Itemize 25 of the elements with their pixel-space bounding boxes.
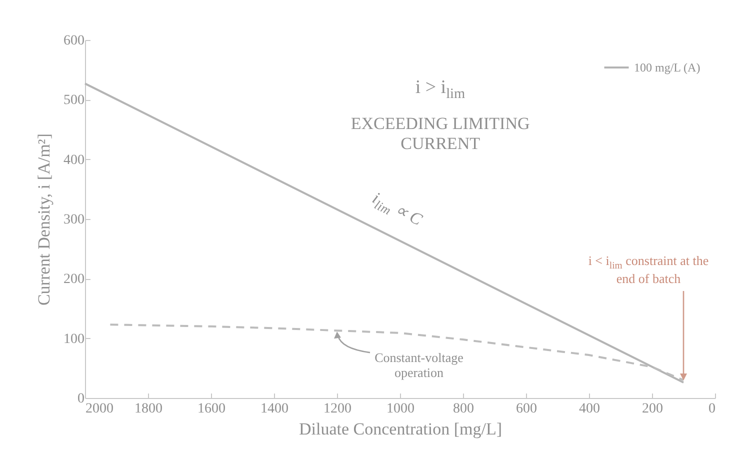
annotation: i < i$_{lim}$ constraint at the end of batch [587,252,710,287]
legend-label: 100 mg/L (A) [634,60,700,74]
y-tick-label: 100 [64,332,84,347]
y-tick-label: 200 [64,272,84,288]
x-tick-label: 1600 [198,402,226,416]
x-tick-label: 0 [708,402,716,416]
annotation: EXCEEDING LIMITING CURRENT [350,114,531,154]
y-tick-label: 500 [64,93,84,108]
x-tick-label: 1200 [324,402,352,416]
x-tick-label: 1800 [134,402,162,416]
x-tick-label: 1000 [386,402,414,416]
y-tick-label: 0 [78,392,84,406]
y-tick-label: 400 [64,152,84,168]
x-tick-label: 800 [453,402,474,416]
x-tick-label: 200 [642,402,663,416]
y-axis-title: Current Density, i [A/m²] [34,133,54,306]
x-tick-label: 1400 [260,402,288,416]
x-tick-label: 600 [516,402,537,416]
annotation: Constant-voltage operation [374,350,464,380]
annotation: i > i$_{lim}$ [415,77,466,102]
x-tick-label: 400 [579,402,600,416]
y-tick-label: 600 [64,34,84,48]
x-axis-title: Diluate Concentration [mg/L] [299,420,502,438]
y-tick-label: 300 [64,212,84,228]
x-tick-label: 2000 [86,402,114,416]
